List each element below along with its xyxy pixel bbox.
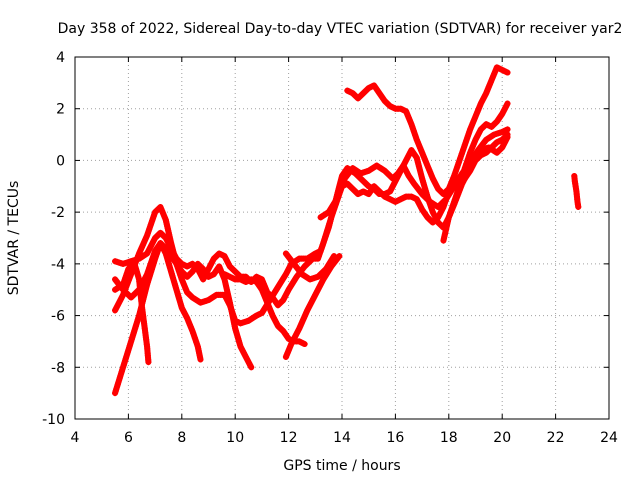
x-tick-label: 4 [71, 430, 80, 446]
x-tick-label: 16 [386, 430, 404, 446]
y-tick-label: -8 [51, 360, 65, 376]
x-tick-label: 18 [440, 430, 458, 446]
series-trace-11 [440, 100, 511, 244]
series-markers [282, 250, 337, 283]
series-markers [112, 240, 255, 371]
y-axis-label: SDTVAR / TECUs [6, 181, 22, 296]
grid [75, 57, 609, 419]
x-tick-label: 8 [177, 430, 186, 446]
series-trace-10 [344, 64, 511, 198]
series-trace-8 [282, 250, 337, 283]
x-tick-label: 10 [226, 430, 244, 446]
data-series [112, 64, 582, 397]
plot-frame [74, 56, 610, 420]
series-markers [571, 172, 582, 210]
chart-title: Day 358 of 2022, Sidereal Day-to-day VTE… [58, 21, 623, 37]
series-trace-5 [112, 240, 255, 371]
x-tick-label: 20 [493, 430, 511, 446]
x-tick-label: 6 [124, 430, 133, 446]
x-axis-label: GPS time / hours [283, 458, 400, 474]
x-tick-label: 22 [547, 430, 565, 446]
y-tick-label: 2 [56, 102, 65, 118]
x-tick-label: 24 [600, 430, 618, 446]
series-trace-7 [282, 253, 343, 360]
x-tick-label: 14 [333, 430, 351, 446]
y-tick-label: -4 [51, 257, 65, 273]
series-markers [440, 100, 511, 244]
series-markers [282, 253, 343, 360]
y-tick-label: 0 [56, 153, 65, 169]
series-markers [344, 64, 511, 198]
y-tick-label: -10 [42, 412, 65, 428]
x-tick-label: 12 [280, 430, 298, 446]
y-tick-label: 4 [56, 50, 65, 66]
y-tick-label: -2 [51, 205, 65, 221]
series-trace-12 [571, 172, 582, 210]
y-tick-label: -6 [51, 309, 65, 325]
